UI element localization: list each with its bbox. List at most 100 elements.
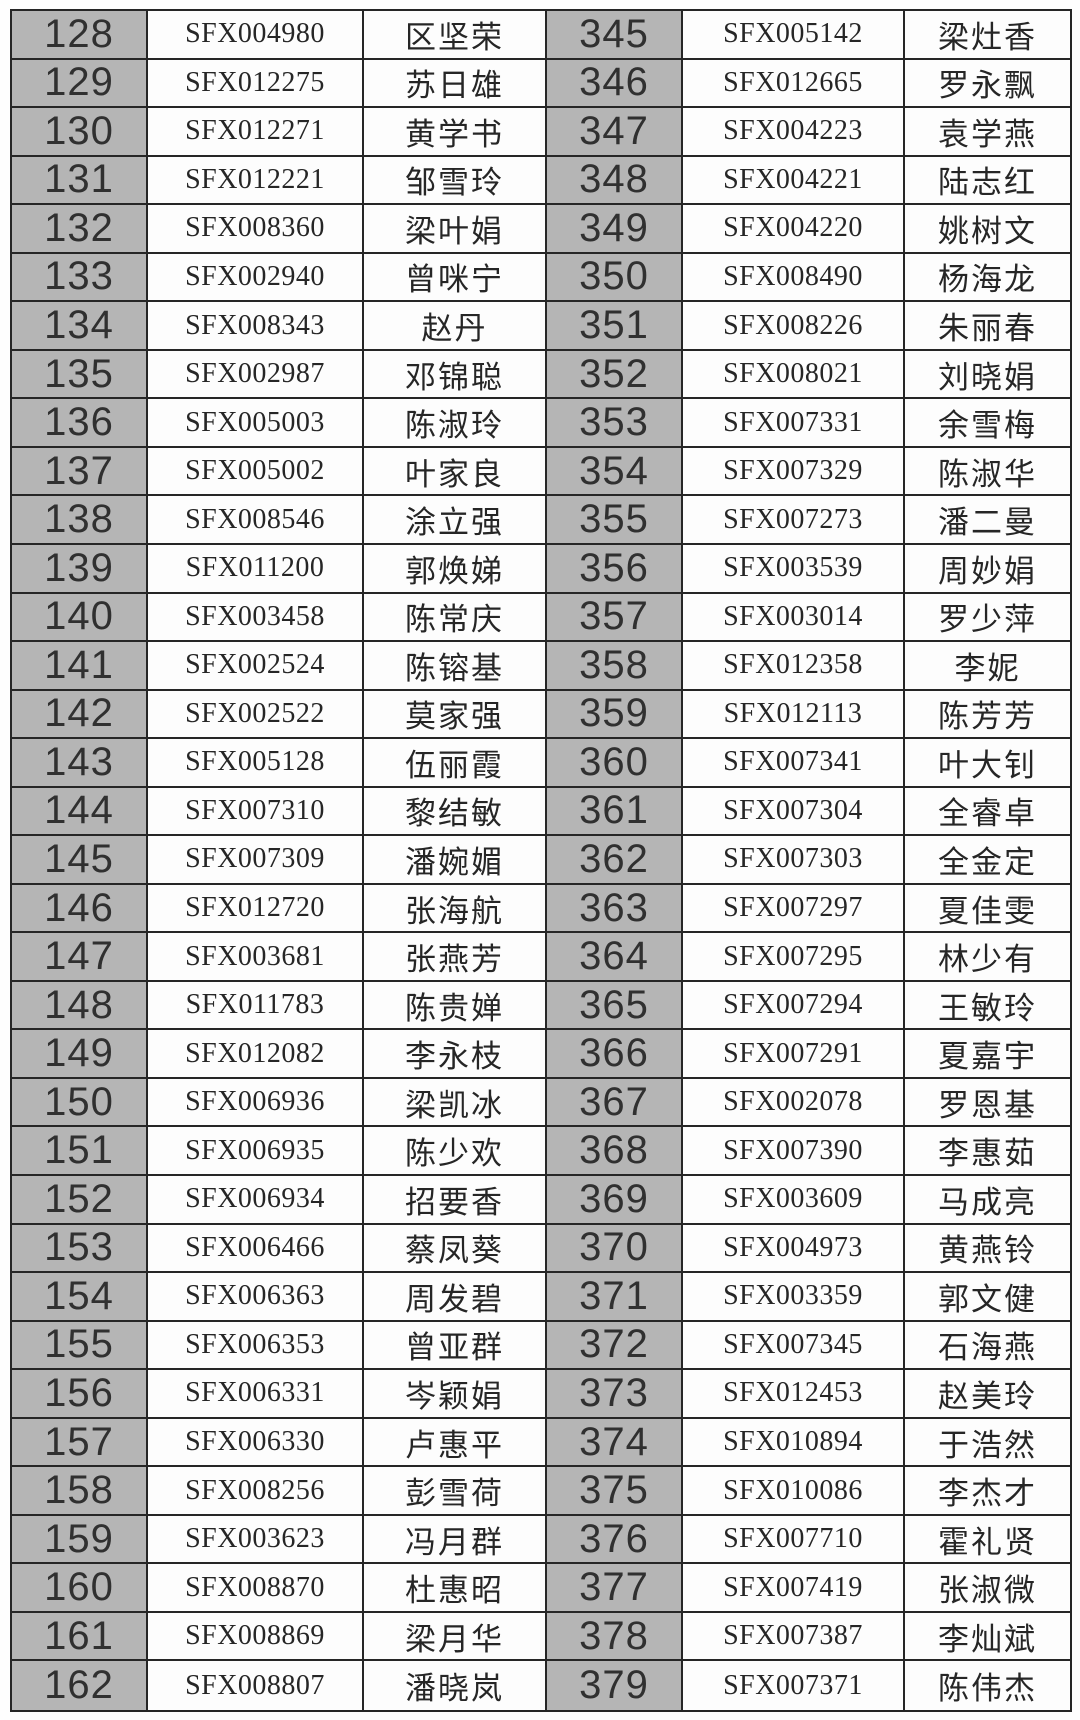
row-number-cell: 137 [12,447,148,497]
student-id-cell: SFX007295 [683,933,905,982]
student-id-cell: SFX005128 [148,739,364,788]
row-number-cell: 369 [547,1176,683,1225]
row-number-cell: 349 [547,205,683,254]
student-name-cell: 郭文健 [905,1273,1070,1322]
student-name-cell: 梁叶娟 [364,205,547,254]
student-name-cell: 马成亮 [905,1176,1070,1225]
student-id-cell: SFX008343 [148,302,364,351]
row-number-cell: 140 [12,593,148,643]
student-name-cell: 姚树文 [905,205,1070,254]
student-id-cell: SFX003609 [683,1176,905,1225]
row-number-cell: 359 [547,690,683,740]
row-number-cell: 370 [547,1224,683,1274]
student-name-cell: 陈镕基 [364,642,547,691]
student-id-cell: SFX003359 [683,1273,905,1322]
row-number-cell: 378 [547,1612,683,1662]
row-number-cell: 155 [12,1321,148,1371]
student-id-cell: SFX012221 [148,156,364,206]
student-name-cell: 黄学书 [364,108,547,157]
student-id-cell: SFX006331 [148,1370,364,1419]
row-number-cell: 130 [12,108,148,157]
row-number-cell: 371 [547,1273,683,1322]
student-id-cell: SFX002522 [148,690,364,740]
student-id-cell: SFX004221 [683,156,905,206]
student-name-cell: 刘晓娟 [905,350,1070,400]
student-id-cell: SFX007329 [683,447,905,497]
roster-table: 128 SFX004980 区坚荣 345 SFX005142 梁灶香 129 SFX0122… [10,9,1072,1712]
student-name-cell: 陈贵婵 [364,981,547,1031]
student-name-cell: 陈淑华 [905,447,1070,497]
student-name-cell: 李妮 [905,642,1070,691]
student-id-cell: SFX002524 [148,642,364,691]
row-number-cell: 154 [12,1273,148,1322]
student-id-cell: SFX007273 [683,496,905,545]
row-number-cell: 358 [547,642,683,691]
student-name-cell: 杨海龙 [905,253,1070,303]
student-name-cell: 全睿卓 [905,787,1070,837]
student-name-cell: 区坚荣 [364,11,547,60]
student-id-cell: SFX004980 [148,11,364,60]
row-number-cell: 348 [547,156,683,206]
student-id-cell: SFX007331 [683,399,905,448]
student-name-cell: 李杰才 [905,1467,1070,1516]
row-number-cell: 375 [547,1467,683,1516]
student-name-cell: 赵美玲 [905,1370,1070,1419]
student-name-cell: 郭焕娣 [364,544,547,594]
student-id-cell: SFX008870 [148,1564,364,1613]
student-name-cell: 梁凯冰 [364,1078,547,1128]
student-id-cell: SFX007294 [683,981,905,1031]
student-id-cell: SFX003681 [148,933,364,982]
student-id-cell: SFX008360 [148,205,364,254]
student-id-cell: SFX008546 [148,496,364,545]
student-id-cell: SFX006353 [148,1321,364,1371]
student-name-cell: 彭雪荷 [364,1467,547,1516]
row-number-cell: 158 [12,1467,148,1516]
student-id-cell: SFX007309 [148,836,364,885]
row-number-cell: 372 [547,1321,683,1371]
row-number-cell: 161 [12,1612,148,1662]
student-id-cell: SFX012453 [683,1370,905,1419]
row-number-cell: 139 [12,544,148,594]
student-name-cell: 卢惠平 [364,1418,547,1468]
student-id-cell: SFX004223 [683,108,905,157]
row-number-cell: 352 [547,350,683,400]
row-number-cell: 357 [547,593,683,643]
student-name-cell: 朱丽春 [905,302,1070,351]
row-number-cell: 147 [12,933,148,982]
student-id-cell: SFX008021 [683,350,905,400]
student-name-cell: 罗永飘 [905,59,1070,109]
student-id-cell: SFX007387 [683,1612,905,1662]
student-name-cell: 涂立强 [364,496,547,545]
student-name-cell: 李灿斌 [905,1612,1070,1662]
student-name-cell: 夏佳雯 [905,884,1070,934]
student-id-cell: SFX008226 [683,302,905,351]
row-number-cell: 133 [12,253,148,303]
row-number-cell: 138 [12,496,148,545]
row-number-cell: 150 [12,1078,148,1128]
student-name-cell: 莫家强 [364,690,547,740]
row-number-cell: 160 [12,1564,148,1613]
student-name-cell: 张海航 [364,884,547,934]
student-id-cell: SFX006466 [148,1224,364,1274]
student-name-cell: 梁月华 [364,1612,547,1662]
row-number-cell: 159 [12,1515,148,1565]
student-name-cell: 梁灶香 [905,11,1070,60]
row-number-cell: 148 [12,981,148,1031]
row-number-cell: 362 [547,836,683,885]
student-name-cell: 潘晓岚 [364,1661,547,1710]
row-number-cell: 360 [547,739,683,788]
student-id-cell: SFX006363 [148,1273,364,1322]
row-number-cell: 363 [547,884,683,934]
student-name-cell: 袁学燕 [905,108,1070,157]
row-number-cell: 355 [547,496,683,545]
student-name-cell: 陈芳芳 [905,690,1070,740]
student-id-cell: SFX003014 [683,593,905,643]
student-name-cell: 伍丽霞 [364,739,547,788]
row-number-cell: 373 [547,1370,683,1419]
student-name-cell: 陈伟杰 [905,1661,1070,1710]
student-name-cell: 林少有 [905,933,1070,982]
row-number-cell: 367 [547,1078,683,1128]
student-id-cell: SFX007390 [683,1127,905,1177]
student-name-cell: 黎结敏 [364,787,547,837]
row-number-cell: 132 [12,205,148,254]
